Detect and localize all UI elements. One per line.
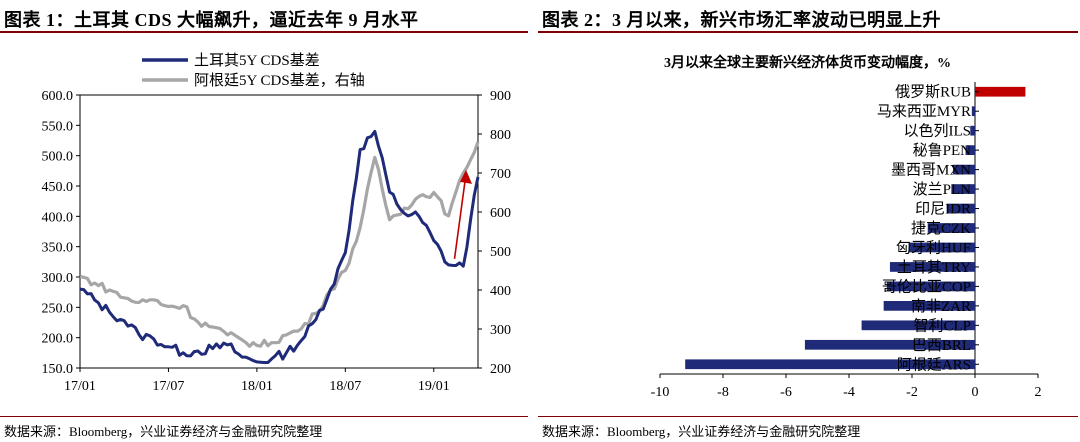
right-chart-title: 图表 2：3 月以来，新兴市场汇率波动已明显上升 <box>542 10 941 30</box>
category-label: 土耳其TRY <box>897 259 971 276</box>
bar-chart-subtitle: 3月以来全球主要新兴经济体货币变动幅度，% <box>664 54 951 71</box>
x-tick-label: 18/07 <box>329 379 361 394</box>
right-panel: 图表 2：3 月以来，新兴市场汇率波动已明显上升 3月以来全球主要新兴经济体货币… <box>538 0 1080 442</box>
right-y-tick-label: 400 <box>490 284 511 299</box>
category-label: 巴西BRL <box>912 338 971 354</box>
left-source-note: 数据来源：Bloomberg，兴业证券经济与金融研究院整理 <box>4 424 323 439</box>
x-tick-label: 17/01 <box>64 379 96 394</box>
bar <box>908 242 975 253</box>
right-y-tick-label: 700 <box>490 167 511 182</box>
bar <box>883 301 975 311</box>
right-y-tick-label: 300 <box>490 323 511 338</box>
right-source-rule <box>538 416 1078 417</box>
right-bar-chart: 3月以来全球主要新兴经济体货币变动幅度，% -10 -8 -6 -4 -2 0 2 俄罗斯RUB… <box>651 54 1042 400</box>
x-tick-label: 19/01 <box>418 379 450 394</box>
category-label: 波兰PLN <box>913 181 972 198</box>
left-plot-frame <box>79 94 479 369</box>
bar <box>886 281 975 292</box>
bar <box>861 320 975 331</box>
right-y-tick-label: 600 <box>490 206 511 221</box>
left-title-rule <box>0 31 528 33</box>
bar <box>971 106 975 117</box>
bar <box>952 164 975 175</box>
left-source-rule <box>0 416 528 417</box>
left-line-chart: 150.0 200.0 250.0 300.0 350.0 400.0 450.0 500.0… <box>42 52 512 394</box>
bar <box>946 203 975 214</box>
category-label: 印尼IDR <box>915 201 971 218</box>
category-label: 马来西亚MYR <box>877 103 971 120</box>
bar <box>927 223 975 233</box>
left-panel: 图表 1：土耳其 CDS 大幅飙升，逼近去年 9 月水平 150.0 200.0 2… <box>0 0 530 442</box>
bar <box>685 359 975 370</box>
x-tick-label: 0 <box>972 385 979 400</box>
x-tick-label: -6 <box>780 385 792 400</box>
left-y-tick-label: 600.0 <box>42 89 74 104</box>
left-y-tick-label: 450.0 <box>42 180 74 195</box>
right-y-tick-label: 900 <box>490 89 511 104</box>
category-label: 匈牙利HUF <box>896 239 971 256</box>
x-tick-label: -8 <box>717 385 729 400</box>
category-label: 哥伦比亚COP <box>882 278 971 295</box>
left-y-tick-label: 250.0 <box>42 301 74 316</box>
category-label: 捷克CZK <box>911 220 971 237</box>
bar <box>804 339 975 350</box>
bar <box>970 125 975 136</box>
x-tick-label: -2 <box>906 385 918 400</box>
red-arrow-shaft <box>453 173 467 259</box>
x-tick-label: -10 <box>651 385 670 400</box>
category-label: 墨西哥MXN <box>891 163 971 179</box>
x-tick-label: -4 <box>843 385 855 400</box>
left-y-tick-label: 150.0 <box>42 362 74 377</box>
right-y-tick-label: 200 <box>490 362 511 377</box>
left-chart-title: 图表 1：土耳其 CDS 大幅飙升，逼近去年 9 月水平 <box>4 10 419 30</box>
right-source-note: 数据来源：Bloomberg，兴业证券经济与金融研究院整理 <box>542 424 861 439</box>
category-label: 智利CLP <box>913 316 971 334</box>
turkey-cds-line <box>79 129 480 364</box>
red-arrow-head-icon <box>460 169 472 184</box>
category-label: 南非ZAR <box>911 298 971 315</box>
category-label: 秘鲁PEN <box>913 142 972 159</box>
x-tick-label: 18/01 <box>241 379 273 394</box>
bar <box>975 86 1026 97</box>
bar <box>965 145 975 155</box>
bar <box>951 184 975 194</box>
right-y-tick-label: 800 <box>490 128 511 143</box>
category-label: 以色列ILS <box>903 123 971 140</box>
left-y-tick-label: 500.0 <box>42 150 74 165</box>
legend-turkey-label: 土耳其5Y CDS基差 <box>194 52 320 69</box>
x-tick-label: 2 <box>1035 385 1042 400</box>
left-y-tick-label: 350.0 <box>42 241 74 256</box>
left-y-tick-label: 550.0 <box>42 119 74 134</box>
bar <box>889 262 975 272</box>
left-y-tick-label: 400.0 <box>42 210 74 225</box>
argentina-cds-line <box>79 141 480 348</box>
category-label: 俄罗斯RUB <box>895 84 971 101</box>
category-label: 阿根廷ARS <box>897 356 971 373</box>
right-y-tick-label: 500 <box>490 245 511 260</box>
left-y-tick-label: 300.0 <box>42 271 74 286</box>
left-y-tick-label: 200.0 <box>42 332 74 347</box>
right-title-rule <box>538 31 1078 33</box>
legend-argentina-label: 阿根廷5Y CDS基差，右轴 <box>194 72 365 89</box>
x-tick-label: 17/07 <box>152 379 184 394</box>
